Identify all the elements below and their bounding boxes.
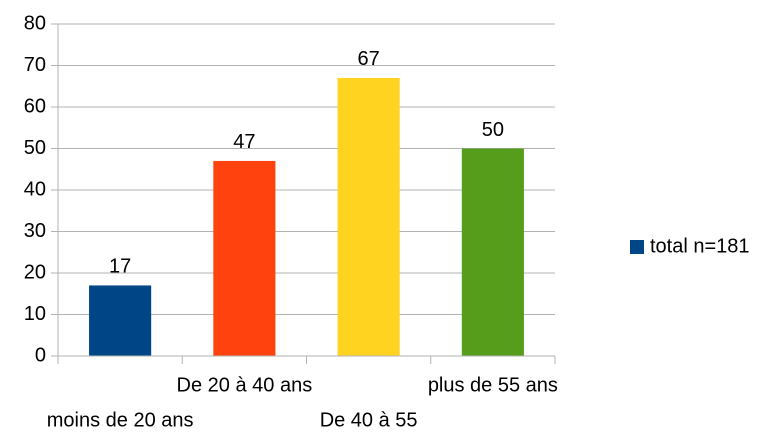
y-tick-label: 30 <box>24 220 46 242</box>
bar <box>337 77 400 356</box>
legend-label: total n=181 <box>650 235 750 257</box>
y-tick-label: 10 <box>24 303 46 325</box>
x-tick-label: plus de 55 ans <box>428 374 558 396</box>
legend-marker <box>630 240 644 254</box>
y-tick-label: 40 <box>24 178 46 200</box>
data-label: 50 <box>482 119 504 141</box>
y-tick-label: 50 <box>24 137 46 159</box>
y-tick-label: 20 <box>24 261 46 283</box>
y-tick-label: 70 <box>24 54 46 76</box>
x-tick-label: moins de 20 ans <box>47 409 194 431</box>
data-label: 47 <box>233 131 255 153</box>
data-label: 17 <box>109 256 131 278</box>
bar <box>213 160 276 356</box>
x-tick-label: De 20 à 40 ans <box>177 374 313 396</box>
x-tick-label: De 40 à 55 <box>320 409 418 431</box>
y-tick-label: 0 <box>35 344 46 366</box>
data-label: 67 <box>358 48 380 70</box>
bar <box>89 285 152 356</box>
y-tick-label: 80 <box>24 12 46 34</box>
y-tick-label: 60 <box>24 95 46 117</box>
bar <box>461 148 524 356</box>
